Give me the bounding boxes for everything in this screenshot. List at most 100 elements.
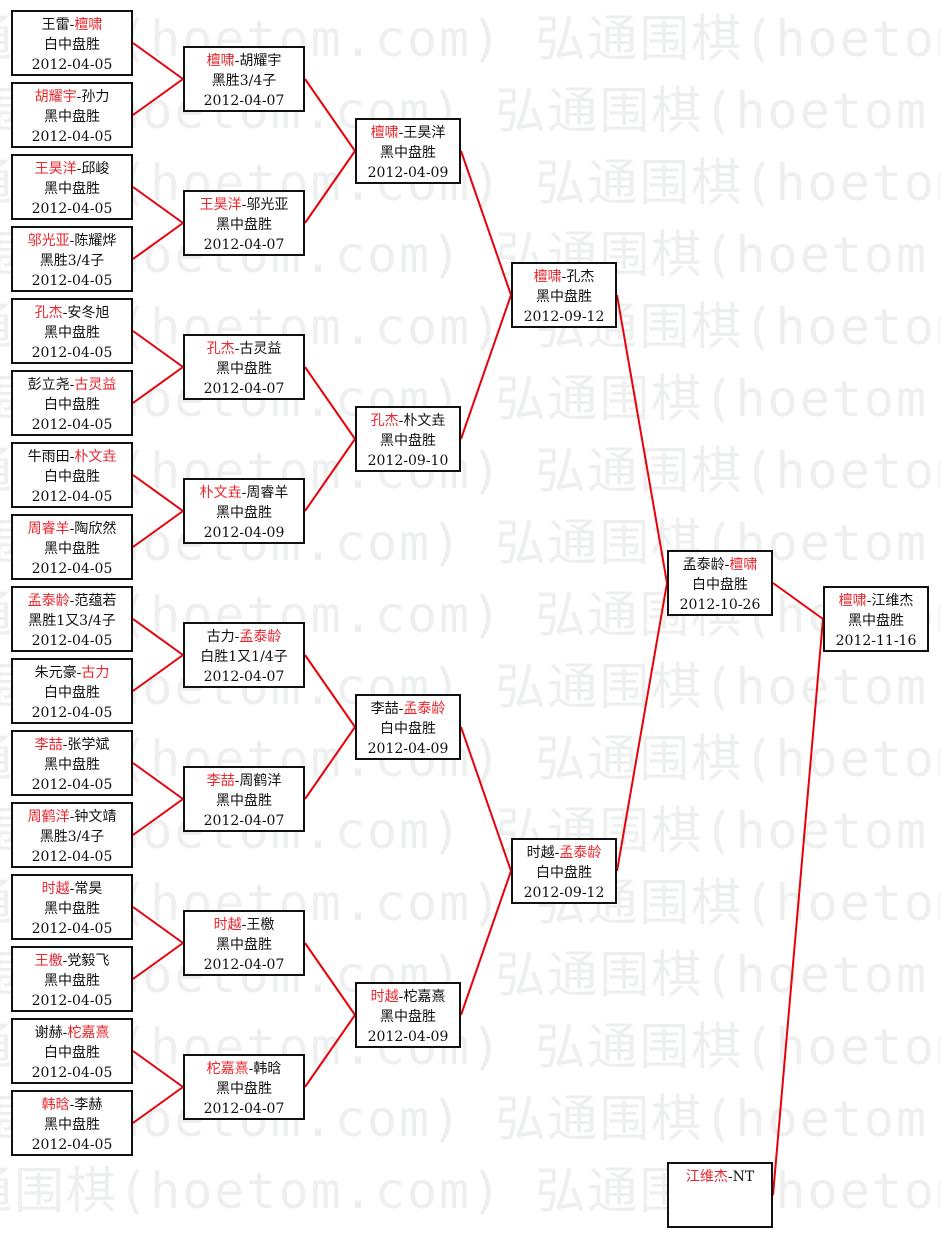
match-result: 黑胜3/4子 [39,829,105,845]
bracket-line [304,78,356,152]
match-box[interactable]: 柁嘉熹-韩晗 黑中盘胜 2012-04-07 [183,1054,305,1120]
match-players: 孔杰-古灵益 [185,339,303,359]
match-result: 黑中盘胜 [216,793,272,809]
match-box[interactable]: 孔杰-安冬旭 黑中盘胜 2012-04-05 [11,298,133,364]
match-box[interactable]: 时越-孟泰龄 白中盘胜 2012-09-12 [511,838,617,904]
match-box[interactable]: 牛雨田-朴文垚 白中盘胜 2012-04-05 [11,442,133,508]
match-result: 黑中盘胜 [44,1117,100,1133]
bracket-line [304,726,356,800]
match-box[interactable]: 孟泰龄-檀啸 白中盘胜 2012-10-26 [667,550,773,616]
match-box[interactable]: 邬光亚-陈耀烨 黑胜3/4子 2012-04-05 [11,226,133,292]
match-result: 白中盘胜 [536,865,592,881]
match-players: 孟泰龄-檀啸 [669,555,771,575]
match-result: 黑中盘胜 [216,217,272,233]
match-box[interactable]: 檀啸-江维杰 黑中盘胜 2012-11-16 [823,586,929,652]
separator: - [398,125,404,141]
match-box[interactable]: 韩晗-李赫 黑中盘胜 2012-04-05 [11,1090,133,1156]
separator: - [69,809,75,825]
watermark-row: 弘通围棋(hoetom.com) 弘通围棋(hoetom.com) [0,226,940,284]
match-box[interactable]: 王昊洋-邱峻 黑中盘胜 2012-04-05 [11,154,133,220]
match-box[interactable]: 檀啸-孔杰 黑中盘胜 2012-09-12 [511,262,617,328]
bracket-line [304,438,356,512]
match-box[interactable]: 李喆-孟泰龄 白中盘胜 2012-04-09 [355,694,461,760]
match-box[interactable]: 周睿羊-陶欣然 黑中盘胜 2012-04-05 [11,514,133,580]
match-date: 2012-04-05 [31,129,113,145]
loser-name: 王雷 [41,17,70,33]
match-players: 王昊洋-邬光亚 [185,195,303,215]
bracket-line [460,870,512,1016]
loser-name: 钟文靖 [74,809,117,825]
bracket-line [132,78,184,116]
match-box[interactable]: 孔杰-朴文垚 黑中盘胜 2012-09-10 [355,406,461,472]
separator: - [69,881,75,897]
match-box[interactable]: 时越-王檄 黑中盘胜 2012-04-07 [183,910,305,976]
match-box[interactable]: 谢赫-柁嘉熹 白中盘胜 2012-04-05 [11,1018,133,1084]
match-box[interactable]: 胡耀宇-孙力 黑中盘胜 2012-04-05 [11,82,133,148]
loser-name: NT [732,1169,755,1185]
match-result: 白中盘胜 [380,721,436,737]
match-box[interactable]: 孔杰-古灵益 黑中盘胜 2012-04-07 [183,334,305,400]
match-date: 2012-04-05 [31,633,113,649]
bracket-line [132,474,184,512]
match-players: 时越-常昊 [13,879,131,899]
separator: - [69,233,75,249]
loser-name: 孔杰 [566,269,595,285]
match-result: 黑中盘胜 [216,361,272,377]
match-box[interactable]: 朴文垚-周睿羊 黑中盘胜 2012-04-09 [183,478,305,544]
match-players: 孟泰龄-范蕴若 [13,591,131,611]
winner-name: 孔杰 [34,305,63,321]
watermark-row: 弘通围棋(hoetom.com) 弘通围棋(hoetom.com) [0,10,940,68]
match-result: 黑中盘胜 [44,181,100,197]
match-players: 古力-孟泰龄 [185,627,303,647]
loser-name: 常昊 [74,881,103,897]
match-box[interactable]: 周鹤洋-钟文靖 黑胜3/4子 2012-04-05 [11,802,133,868]
match-date: 2012-04-07 [203,669,285,685]
bracket-line [772,582,824,620]
match-date: 2012-04-05 [31,345,113,361]
winner-name: 孟泰龄 [403,701,446,717]
bracket-line [132,186,184,224]
match-players: 柁嘉熹-韩晗 [185,1059,303,1079]
match-box[interactable]: 王雷-檀啸 白中盘胜 2012-04-05 [11,10,133,76]
match-players: 时越-王檄 [185,915,303,935]
match-players: 李喆-张学斌 [13,735,131,755]
match-box[interactable]: 檀啸-王昊洋 黑中盘胜 2012-04-09 [355,118,461,184]
watermark-row: 弘通围棋(hoetom.com) 弘通围棋(hoetom.com) [0,298,940,356]
winner-name: 王昊洋 [34,161,77,177]
match-date: 2012-04-05 [31,993,113,1009]
match-box[interactable]: 彭立尧-古灵益 白中盘胜 2012-04-05 [11,370,133,436]
match-box[interactable]: 江维杰-NT [667,1162,773,1228]
match-date: 2012-10-26 [679,597,761,613]
match-box[interactable]: 朱元豪-古力 白中盘胜 2012-04-05 [11,658,133,724]
match-date: 2012-09-12 [523,309,605,325]
match-players: 孔杰-安冬旭 [13,303,131,323]
watermark-row: 弘通围棋(hoetom.com) 弘通围棋(hoetom.com) [0,586,940,644]
match-players: 周睿羊-陶欣然 [13,519,131,539]
match-result: 黑中盘胜 [216,505,272,521]
loser-name: 彭立尧 [27,377,70,393]
bracket-line [304,1014,356,1088]
bracket-line [304,150,356,224]
match-date: 2012-04-05 [31,1065,113,1081]
match-box[interactable]: 古力-孟泰龄 白胜1又1/4子 2012-04-07 [183,622,305,688]
winner-name: 柁嘉熹 [67,1025,110,1041]
watermark-row: 弘通围棋(hoetom.com) 弘通围棋(hoetom.com) [0,1090,940,1148]
loser-name: 党毅飞 [67,953,110,969]
match-box[interactable]: 檀啸-胡耀宇 黑胜3/4子 2012-04-07 [183,46,305,112]
match-date: 2012-04-07 [203,1101,285,1117]
winner-name: 孔杰 [206,341,235,357]
bracket-line [132,42,184,80]
match-box[interactable]: 王檄-党毅飞 黑中盘胜 2012-04-05 [11,946,133,1012]
watermark-row: 弘通围棋(hoetom.com) 弘通围棋(hoetom.com) [0,874,940,932]
winner-name: 时越 [213,917,242,933]
match-box[interactable]: 时越-柁嘉熹 黑中盘胜 2012-04-09 [355,982,461,1048]
winner-name: 檀啸 [838,593,867,609]
match-box[interactable]: 时越-常昊 黑中盘胜 2012-04-05 [11,874,133,940]
loser-name: 柁嘉熹 [403,989,446,1005]
loser-name: 李喆 [370,701,399,717]
match-box[interactable]: 王昊洋-邬光亚 黑中盘胜 2012-04-07 [183,190,305,256]
match-box[interactable]: 孟泰龄-范蕴若 黑胜1又3/4子 2012-04-05 [11,586,133,652]
match-box[interactable]: 李喆-周鹤洋 黑中盘胜 2012-04-07 [183,766,305,832]
match-box[interactable]: 李喆-张学斌 黑中盘胜 2012-04-05 [11,730,133,796]
winner-name: 孔杰 [370,413,399,429]
